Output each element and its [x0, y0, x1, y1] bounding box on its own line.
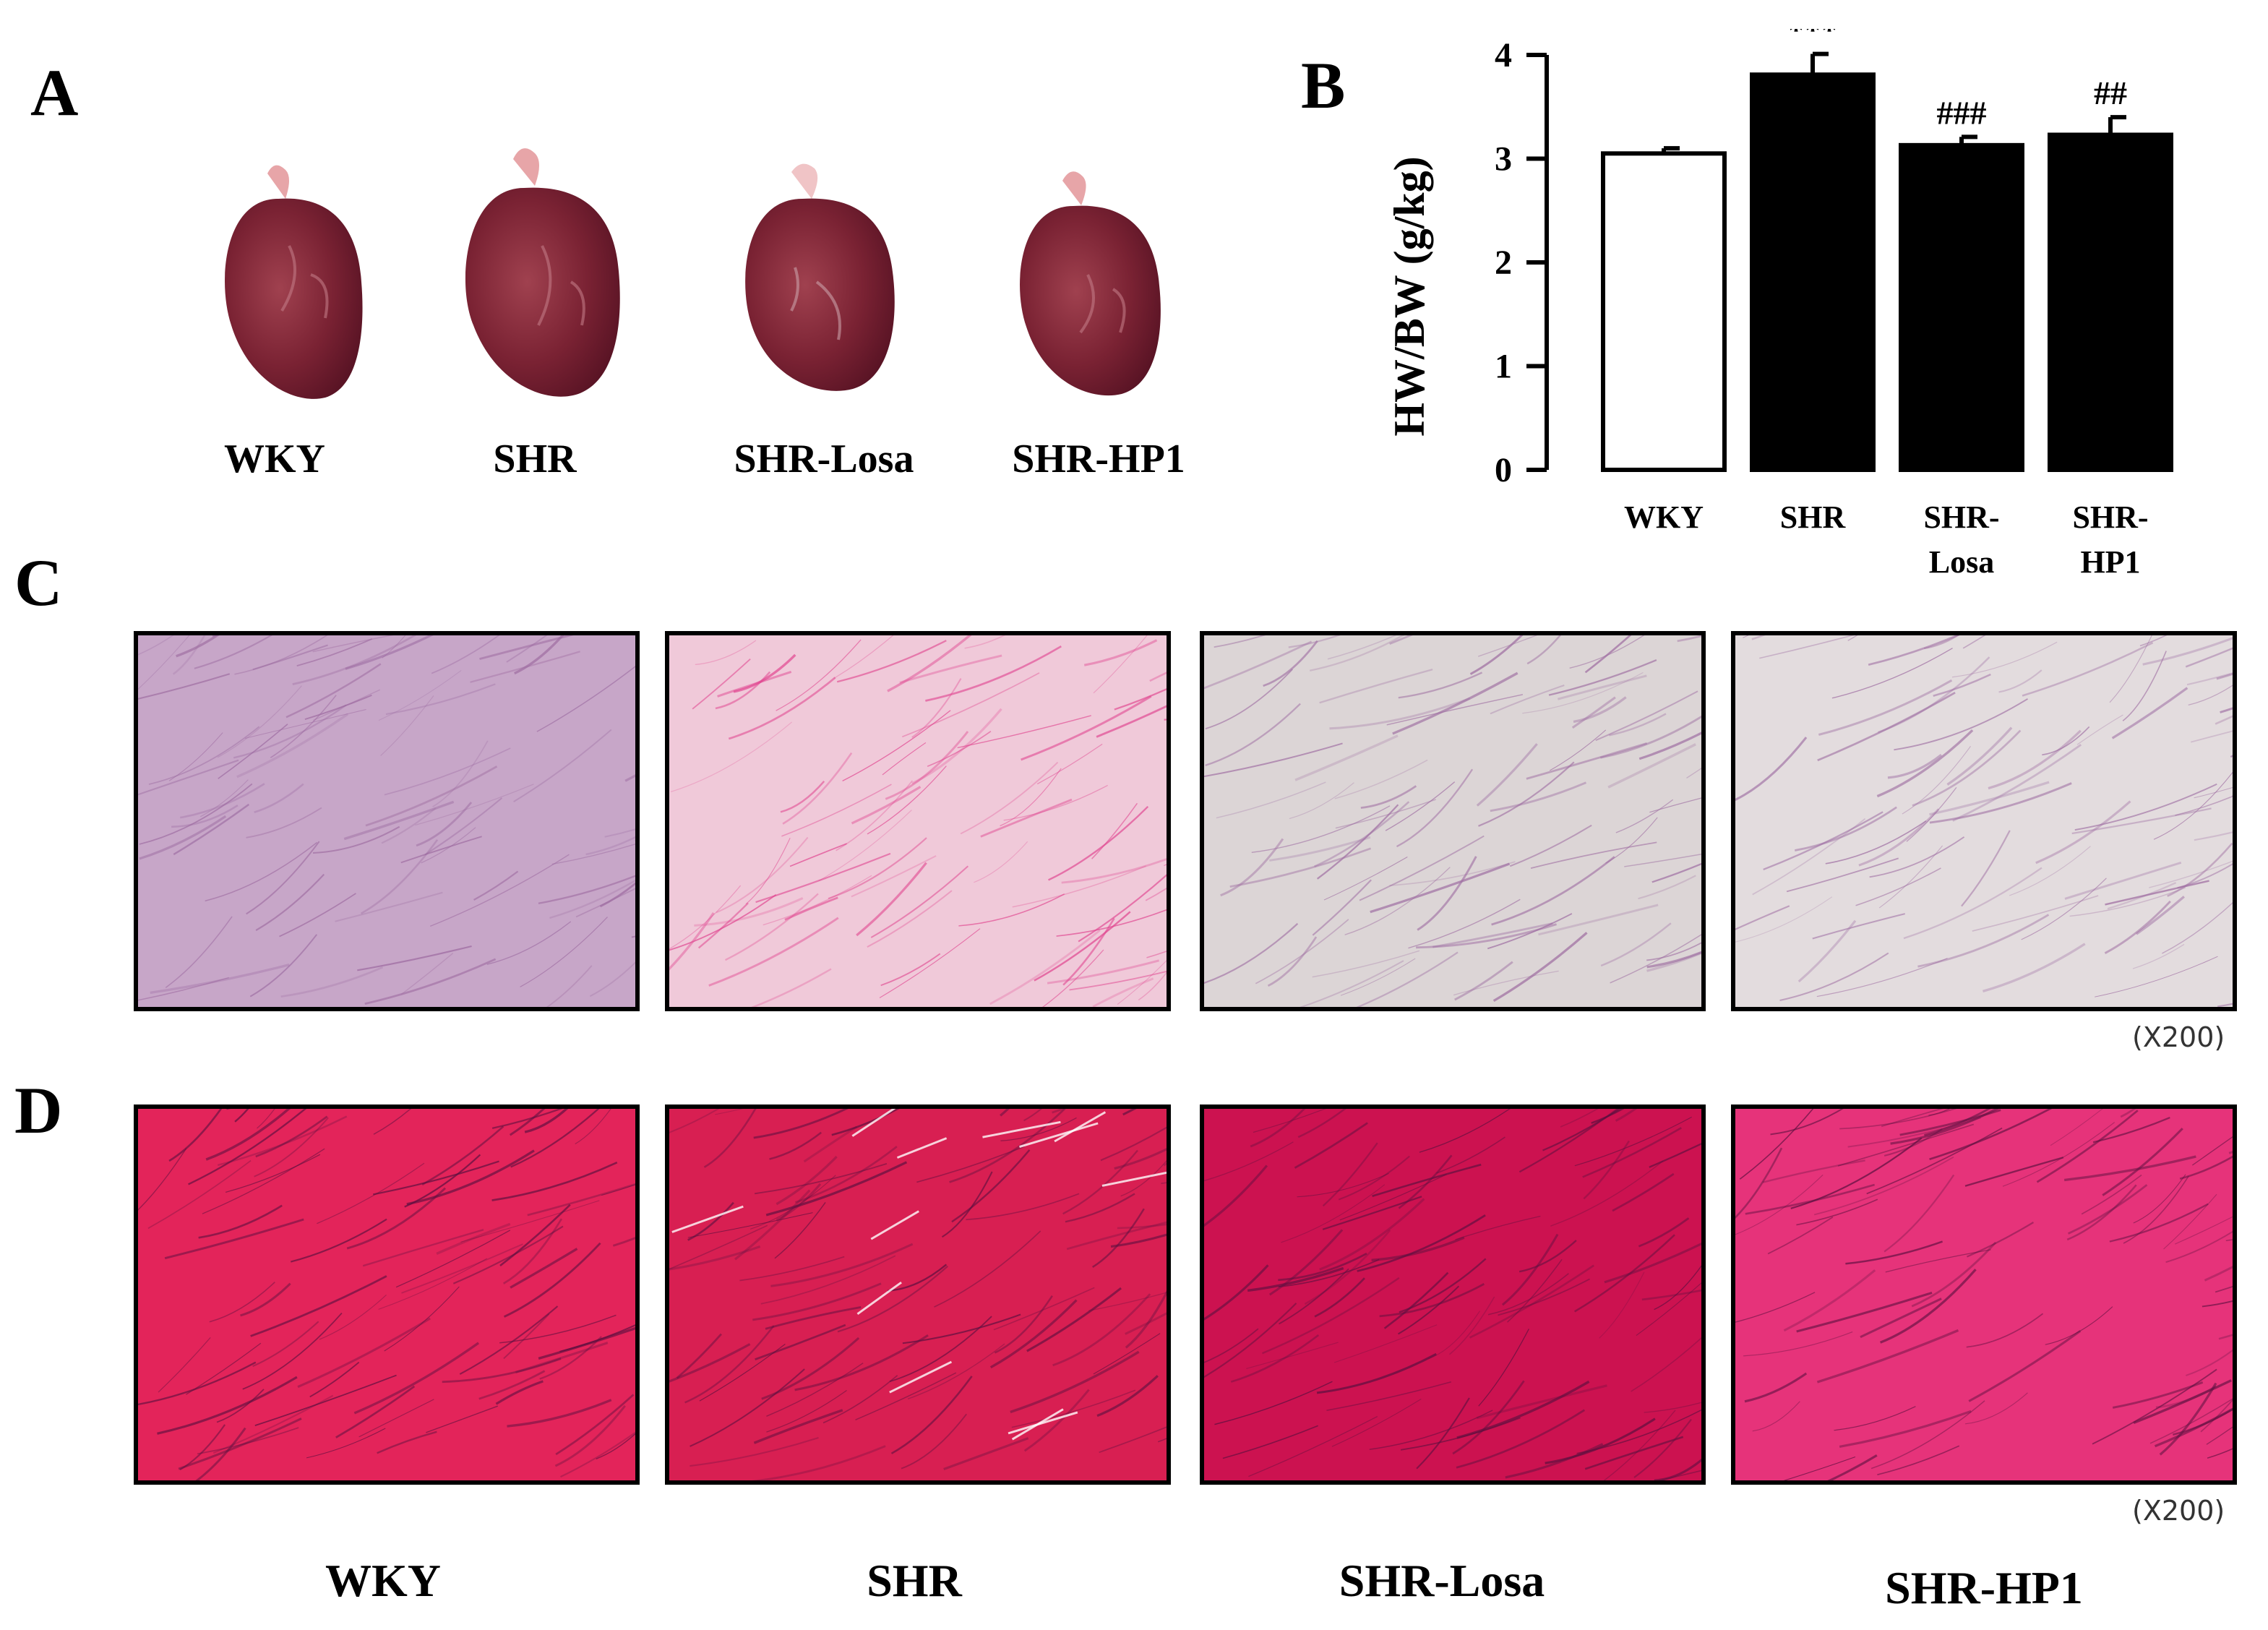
- significance-label: ##: [2094, 74, 2127, 111]
- y-tick-label: 2: [1495, 244, 1512, 282]
- histology-d-wky: [134, 1104, 640, 1485]
- x-tick-label: WKY: [1624, 499, 1704, 535]
- bars: ***#####: [1601, 29, 2173, 472]
- x-tick-label: HP1: [2080, 544, 2140, 580]
- heart-label-shr: SHR: [493, 437, 577, 481]
- y-axis: 0 1 2 3 4: [1495, 36, 1549, 489]
- bar: [1899, 142, 2024, 472]
- y-tick-label: 4: [1495, 36, 1512, 74]
- heart-photos: [225, 148, 1161, 399]
- x-tick-label: SHR-: [1923, 499, 1999, 535]
- magnification-c: (X200): [2132, 1021, 2225, 1053]
- heart-label-shr-losa: SHR-Losa: [734, 437, 914, 481]
- histology-c-shr: [665, 631, 1171, 1011]
- panel-letter-b: B: [1301, 48, 1346, 122]
- x-tick-label: SHR-: [2072, 499, 2148, 535]
- y-tick-label: 3: [1495, 140, 1512, 179]
- panel-letter-c: C: [14, 546, 63, 619]
- heart-label-wky: WKY: [224, 437, 325, 481]
- histology-d-shr: [665, 1104, 1171, 1485]
- histology-c-wky: [134, 631, 640, 1011]
- significance-label: ***: [1788, 29, 1838, 48]
- bottom-label-wky: WKY: [325, 1555, 441, 1606]
- histology-c-shr-hp1: [1731, 631, 2237, 1011]
- magnification-d: (X200): [2132, 1495, 2225, 1527]
- bar: [1601, 151, 1727, 472]
- histology-d-shr-losa: [1200, 1104, 1706, 1485]
- significance-label: ###: [1937, 94, 1987, 131]
- y-tick-label: 1: [1495, 348, 1512, 386]
- bottom-label-shr-hp1: SHR-HP1: [1885, 1562, 2083, 1613]
- x-tick-label: Losa: [1929, 544, 1994, 580]
- heart-shr-losa: [745, 163, 895, 391]
- histology-c-shr-losa: [1200, 631, 1706, 1011]
- heart-label-shr-hp1: SHR-HP1: [1012, 437, 1185, 481]
- x-axis-labels: WKY SHR SHR- Losa SHR- HP1: [1624, 499, 2149, 580]
- panel-letter-a: A: [30, 56, 79, 129]
- y-axis-label: HW/BW (g/kg): [1386, 156, 1433, 436]
- histology-d-shr-hp1: [1731, 1104, 2237, 1485]
- y-tick-label: 0: [1495, 451, 1512, 489]
- bottom-label-shr: SHR: [867, 1555, 962, 1606]
- heart-shr: [465, 148, 620, 397]
- heart-shr-hp1: [1020, 171, 1161, 396]
- heart-wky: [225, 165, 363, 399]
- bar: [2048, 132, 2173, 472]
- panel-letter-d: D: [14, 1073, 63, 1147]
- x-tick-label: SHR: [1780, 499, 1847, 535]
- bottom-label-shr-losa: SHR-Losa: [1339, 1555, 1545, 1606]
- bar: [1750, 72, 1876, 472]
